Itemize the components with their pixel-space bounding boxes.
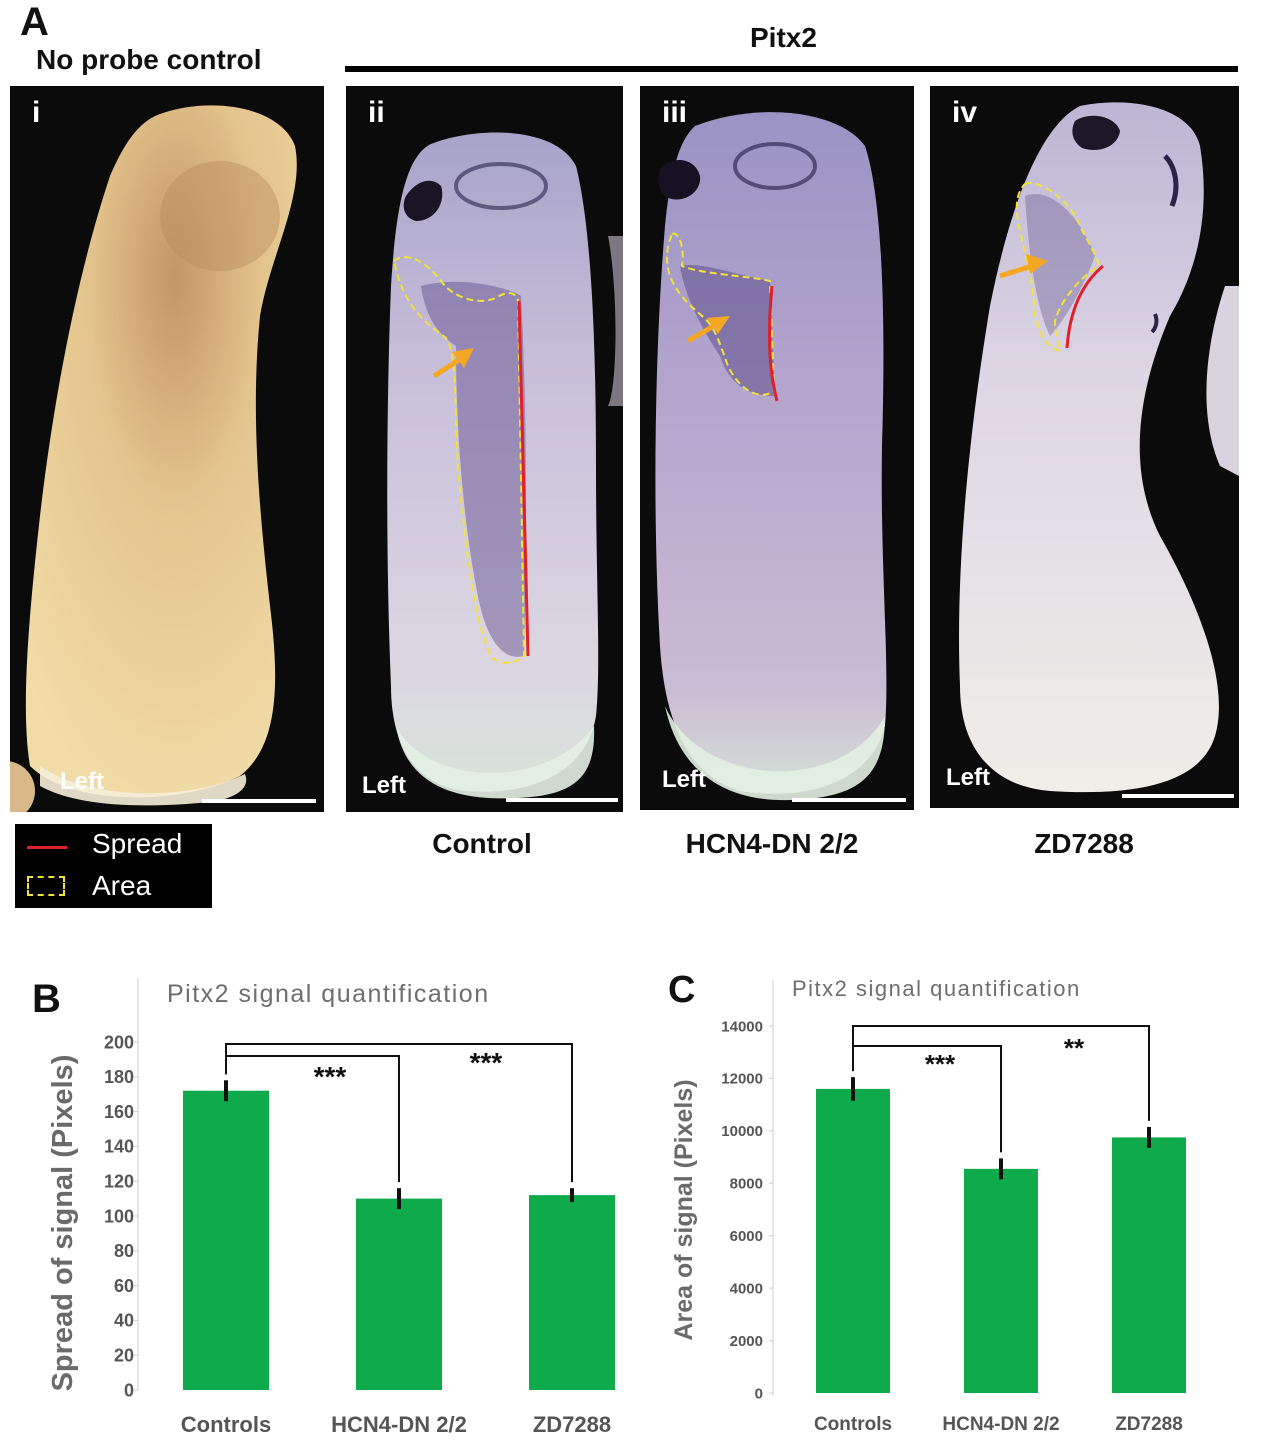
- chart-b-spread: B Pitx2 signal quantification Spread of …: [32, 977, 615, 1437]
- embryo-no-probe: [10, 105, 297, 812]
- image-label-iii: iii: [662, 96, 688, 129]
- y-tick-label: 0: [124, 1380, 134, 1400]
- y-tick-label: 40: [114, 1311, 134, 1331]
- y-tick-label: 4000: [730, 1280, 763, 1297]
- legend-spread-label: Spread: [92, 828, 183, 859]
- side-label-iii: Left: [662, 766, 706, 793]
- x-category-label: ZD7288: [533, 1412, 611, 1437]
- scale-bar-iii: [792, 798, 906, 802]
- y-tick-label: 140: [104, 1137, 134, 1157]
- image-panel-ii: ii Left: [346, 86, 623, 812]
- side-label-ii: Left: [362, 772, 406, 799]
- panel-a-letter: A: [20, 0, 49, 44]
- panel-c-letter: C: [668, 969, 695, 1011]
- image-label-ii: ii: [368, 96, 385, 129]
- side-label-iv: Left: [946, 764, 990, 791]
- image-label-iv: iv: [952, 96, 978, 129]
- bar-2: [529, 1195, 615, 1390]
- x-category-label: Controls: [181, 1412, 271, 1437]
- x-category-label: Controls: [814, 1414, 892, 1435]
- y-tick-label: 0: [755, 1385, 763, 1402]
- significance-stars: ***: [470, 1047, 503, 1078]
- y-tick-label: 10000: [721, 1123, 763, 1140]
- pitx2-group-title: Pitx2: [750, 22, 817, 53]
- y-tick-label: 100: [104, 1206, 134, 1226]
- legend-box: Spread Area: [15, 824, 212, 908]
- significance-bracket: [225, 1043, 573, 1183]
- chart-c-area: C Pitx2 signal quantification Area of si…: [668, 969, 1186, 1435]
- y-tick-label: 200: [104, 1032, 134, 1052]
- image-panel-i: i Left: [10, 86, 324, 812]
- no-probe-title: No probe control: [36, 44, 262, 75]
- bar-1: [356, 1198, 442, 1390]
- y-tick-label: 20: [114, 1346, 134, 1366]
- panel-b-letter: B: [32, 977, 61, 1021]
- condition-label-hcn4: HCN4-DN 2/2: [685, 828, 859, 859]
- side-label-i: Left: [60, 768, 104, 795]
- embryo-hcn4: [655, 112, 887, 801]
- legend-area-swatch: [27, 876, 65, 896]
- chart-b-title: Pitx2 signal quantification: [167, 980, 490, 1008]
- scale-bar-iv: [1122, 794, 1234, 798]
- embryo-zd7288: [959, 102, 1239, 793]
- legend-spread-swatch: [27, 846, 67, 849]
- group-bracket-line: [345, 66, 1238, 72]
- y-tick-label: 12000: [721, 1071, 763, 1088]
- y-tick-label: 8000: [730, 1176, 763, 1193]
- embryo-control: [387, 132, 623, 799]
- y-tick-label: 6000: [730, 1228, 763, 1245]
- bar-2: [1112, 1137, 1186, 1393]
- legend-area-label: Area: [92, 870, 152, 901]
- significance-bracket: [852, 1025, 1150, 1121]
- condition-label-zd7288: ZD7288: [1034, 828, 1134, 859]
- significance-stars: ***: [314, 1061, 347, 1092]
- y-tick-label: 160: [104, 1102, 134, 1122]
- x-category-label: ZD7288: [1115, 1414, 1183, 1435]
- bar-1: [964, 1168, 1038, 1393]
- y-tick-label: 2000: [730, 1333, 763, 1350]
- image-panel-iv: iv Left: [930, 86, 1239, 808]
- scale-bar-i: [202, 799, 316, 803]
- scale-bar-ii: [506, 798, 618, 802]
- bar-0: [816, 1088, 890, 1393]
- image-panel-iii: iii Left: [640, 86, 914, 810]
- y-tick-label: 180: [104, 1067, 134, 1087]
- x-category-label: HCN4-DN 2/2: [942, 1414, 1059, 1435]
- significance-stars: ***: [925, 1049, 956, 1079]
- significance-stars: **: [1064, 1033, 1085, 1063]
- bar-0: [183, 1090, 269, 1390]
- chart-c-title: Pitx2 signal quantification: [792, 976, 1081, 1001]
- chart-c-ylabel: Area of signal (Pixels): [670, 1079, 698, 1340]
- y-tick-label: 80: [114, 1241, 134, 1261]
- x-category-label: HCN4-DN 2/2: [331, 1412, 467, 1437]
- chart-b-ylabel: Spread of signal (Pixels): [47, 1055, 79, 1392]
- y-tick-label: 14000: [721, 1018, 763, 1035]
- y-tick-label: 60: [114, 1276, 134, 1296]
- y-tick-label: 120: [104, 1172, 134, 1192]
- image-label-i: i: [32, 96, 41, 129]
- condition-label-control: Control: [432, 828, 532, 859]
